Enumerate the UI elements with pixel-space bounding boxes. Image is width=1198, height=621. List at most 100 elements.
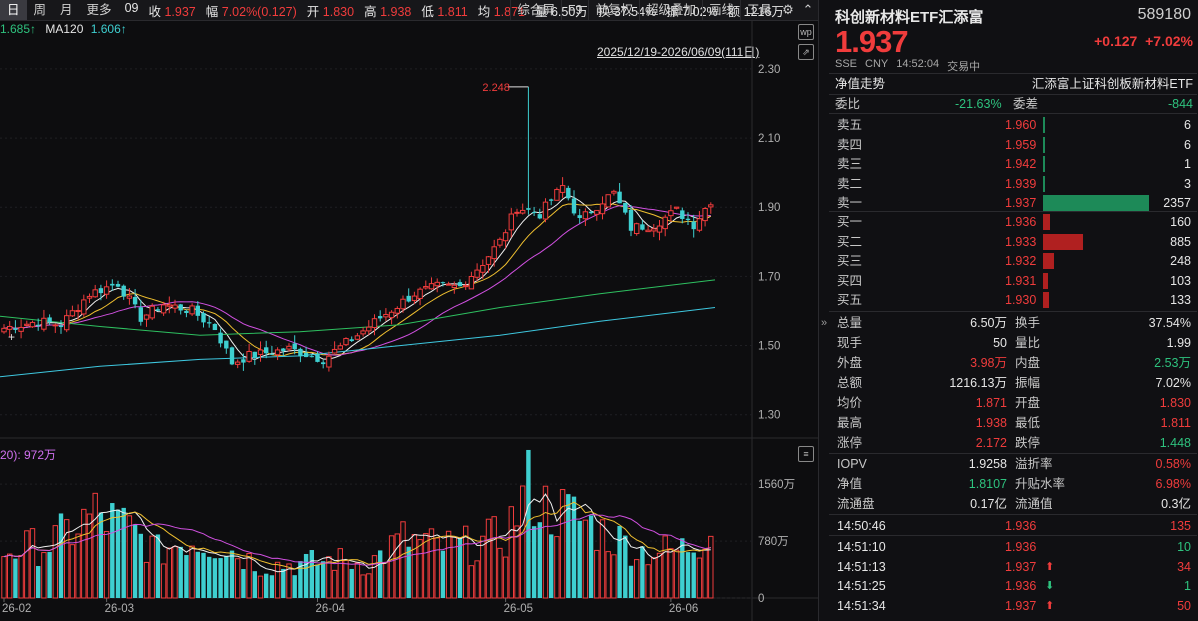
arrow-up-icon: ⬆ bbox=[1045, 599, 1055, 612]
bid-row[interactable]: 买一 1.936 160 bbox=[837, 214, 1191, 230]
volume-bar bbox=[195, 551, 200, 598]
bid-row[interactable]: 买五 1.930 133 bbox=[837, 292, 1191, 308]
volume-bars bbox=[1, 449, 714, 599]
tick-row[interactable]: 14:50:46 1.936 135 bbox=[837, 519, 1191, 533]
ask-row[interactable]: 卖三 1.942 1 bbox=[837, 156, 1191, 172]
candle-body bbox=[594, 209, 600, 215]
candle-body bbox=[298, 348, 303, 357]
bid-row[interactable]: 买四 1.931 103 bbox=[837, 272, 1191, 289]
ask-row[interactable]: 卖二 1.939 3 bbox=[837, 175, 1191, 192]
x-tick-label: 26-04 bbox=[316, 603, 346, 615]
candle-body bbox=[86, 295, 93, 299]
candle-body bbox=[531, 212, 537, 214]
settings-icon[interactable]: ⚙ bbox=[782, 2, 794, 17]
ask-row[interactable]: 卖一 1.937 2357 bbox=[837, 195, 1191, 211]
vol-settings-icon[interactable]: ≡ bbox=[798, 446, 814, 462]
candle-body bbox=[423, 286, 429, 289]
depth-bar bbox=[1043, 233, 1083, 250]
toolbar-button[interactable]: 工具 bbox=[739, 0, 778, 20]
fund-title: 科创新材料ETF汇添富 bbox=[835, 9, 984, 26]
candle-body bbox=[69, 310, 76, 317]
tick-row[interactable]: 14:51:10 1.936 10 bbox=[837, 540, 1191, 554]
collapse-icon[interactable]: » bbox=[821, 317, 828, 329]
volume-bar bbox=[680, 538, 685, 598]
share-icon[interactable]: ⇗ bbox=[798, 44, 814, 60]
period-tab[interactable]: 周 bbox=[33, 3, 47, 17]
volume-bar bbox=[235, 558, 241, 599]
period-tab[interactable]: 日 bbox=[0, 0, 27, 20]
toolbar-button[interactable]: 前复权 bbox=[588, 0, 639, 20]
volume-bar bbox=[549, 534, 554, 598]
candle-body bbox=[497, 238, 503, 246]
volume-bar bbox=[696, 557, 703, 599]
candle-body bbox=[41, 317, 47, 330]
toolbar-button[interactable]: 超级叠加 bbox=[638, 0, 702, 20]
volume-bar bbox=[331, 569, 338, 599]
ma10-line bbox=[3, 203, 711, 357]
candle-body bbox=[696, 218, 703, 231]
price-tick-label: 2.10 bbox=[758, 133, 780, 145]
volume-bar bbox=[508, 506, 515, 599]
candle-body bbox=[257, 349, 264, 355]
volume-bar bbox=[178, 546, 183, 598]
candle-body bbox=[668, 210, 674, 217]
meta-item: CNY bbox=[865, 58, 889, 70]
annotations: 2.248 + bbox=[8, 82, 529, 344]
price-tick-label: 2.30 bbox=[758, 64, 780, 76]
candle-body bbox=[537, 214, 542, 219]
candle-body bbox=[360, 330, 366, 335]
wp-icon[interactable]: wp bbox=[798, 24, 814, 40]
period-tab[interactable]: 月 bbox=[60, 3, 73, 17]
candle-body bbox=[571, 198, 577, 214]
volume-tick-label: 780万 bbox=[758, 536, 789, 548]
volume-bar bbox=[691, 552, 696, 598]
stat-row: 流通盘 0.17亿 流通值 0.3亿 bbox=[837, 497, 1191, 511]
date-range[interactable]: 2025/12/19-2026/06/09(111日) bbox=[597, 45, 760, 59]
chevron-up-icon[interactable]: ⌃ bbox=[802, 2, 814, 17]
toolbar-button[interactable]: 综合屏 bbox=[510, 0, 561, 20]
candle-body bbox=[189, 305, 195, 315]
candle-body bbox=[673, 206, 680, 209]
volume-bar bbox=[634, 559, 640, 599]
volume-bar bbox=[463, 525, 469, 599]
volume-legend: 20): 972万 bbox=[0, 448, 57, 462]
candle-body bbox=[463, 285, 469, 288]
volume-bar bbox=[394, 533, 401, 599]
info-item: 收 1.937 bbox=[148, 4, 196, 19]
candle-body bbox=[491, 246, 497, 260]
stat-row: 外盘 3.98万 内盘 2.53万 bbox=[837, 356, 1191, 370]
volume-bar bbox=[41, 552, 47, 599]
tick-row[interactable]: 14:51:25 1.936 ⬇ 1 bbox=[835, 576, 1193, 596]
candle-body bbox=[451, 284, 458, 289]
candle-body bbox=[337, 345, 344, 350]
ma120-value: 1.606↑ bbox=[90, 22, 127, 36]
bid-row[interactable]: 买二 1.933 885 bbox=[837, 233, 1191, 250]
candles bbox=[1, 86, 714, 372]
candle-body bbox=[81, 299, 87, 315]
candle-body bbox=[252, 351, 257, 358]
kline-chart-area[interactable]: 日周月更多 09 收 1.937 幅 7.02%(0.127) 开 1.830 高 1.… bbox=[0, 0, 818, 621]
tick-row[interactable]: 14:51:34 1.937 ⬆ 50 bbox=[835, 596, 1193, 616]
info-item: 量 6.50万 bbox=[534, 4, 588, 19]
toolbar-button[interactable]: F9 bbox=[560, 0, 589, 20]
toolbar-button[interactable]: 画线 bbox=[701, 0, 740, 20]
volume-bar bbox=[309, 550, 314, 598]
ask-row[interactable]: 卖五 1.960 6 bbox=[837, 117, 1191, 133]
candle-body bbox=[13, 328, 18, 330]
candle-body bbox=[331, 348, 338, 354]
nav-row[interactable]: 净值走势 汇添富上证科创板新材料ETF bbox=[835, 77, 1193, 91]
tick-row[interactable]: 14:51:13 1.937 ⬆ 34 bbox=[835, 557, 1193, 577]
bid-row[interactable]: 买三 1.932 248 bbox=[837, 253, 1191, 269]
candle-body bbox=[440, 282, 446, 284]
ma60-line bbox=[0, 279, 716, 336]
period-tab[interactable]: 更多 bbox=[86, 3, 112, 17]
info-item: 09 bbox=[124, 0, 139, 15]
candle-body bbox=[406, 295, 411, 302]
ask-row[interactable]: 卖四 1.959 6 bbox=[837, 136, 1191, 153]
volume-ma-line bbox=[3, 501, 711, 570]
candle-body bbox=[98, 288, 104, 294]
candle-body bbox=[303, 352, 309, 358]
volume-bar bbox=[388, 535, 395, 599]
volume-bar bbox=[257, 575, 264, 599]
volume-bar bbox=[103, 531, 110, 599]
